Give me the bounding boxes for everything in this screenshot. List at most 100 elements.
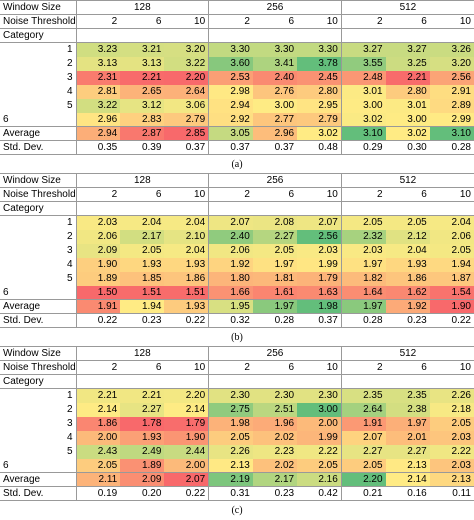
value-cell: 2.26	[429, 388, 474, 403]
empty-cell	[385, 201, 430, 216]
empty-cell	[385, 374, 430, 389]
value-cell: 1.92	[208, 257, 253, 272]
value-cell: 1.80	[208, 271, 253, 286]
value-cell: 2.80	[385, 84, 430, 99]
row-label: Std. Dev.	[0, 140, 76, 155]
data-row: 5 2.43 2.49 2.44 2.26 2.23 2.22 2.27 2.27 2.22	[0, 444, 474, 459]
value-cell: 2.30	[252, 388, 298, 403]
empty-cell	[75, 201, 121, 216]
header-label: Noise Threshold	[0, 360, 76, 375]
header-row: Window Size 128 256 512	[0, 0, 474, 15]
value-cell: 1.98	[297, 299, 342, 314]
value-cell: 2.16	[297, 472, 342, 487]
value-cell: 3.26	[429, 42, 474, 57]
value-cell: 2.07	[340, 430, 386, 445]
value-cell: 2.32	[340, 229, 386, 244]
value-cell: 1.89	[120, 458, 165, 473]
caption: (b)	[231, 332, 243, 343]
data-row: 2 3.13 3.13 3.22 3.60 3.41 3.78 3.55 3.25 3.20	[0, 56, 474, 71]
value-cell: 1.93	[120, 430, 165, 445]
data-row: 4 2.81 2.65 2.64 2.98 2.76 2.80 3.01 2.80 2.91	[0, 84, 474, 99]
value-cell: 1.86	[75, 416, 121, 431]
value-cell: 2.13	[429, 472, 474, 487]
row-label: 3	[66, 72, 73, 83]
row-label: Average	[0, 299, 76, 314]
value-cell: 1.97	[385, 416, 430, 431]
empty-cell	[340, 374, 386, 389]
value-cell: 0.32	[208, 313, 253, 328]
header-row: Window Size 128 256 512	[0, 346, 474, 361]
value-cell: 2.17	[120, 229, 165, 244]
value-cell: 2.96	[75, 112, 121, 127]
threshold: 10	[164, 360, 209, 375]
value-cell: 3.12	[120, 98, 165, 113]
row-label: 6	[0, 458, 76, 473]
value-cell: 2.35	[385, 388, 430, 403]
value-cell: 1.85	[120, 271, 165, 286]
value-cell: 1.90	[429, 299, 474, 314]
value-cell: 2.02	[252, 430, 298, 445]
value-cell: 1.81	[252, 271, 298, 286]
value-cell: 3.60	[208, 56, 253, 71]
value-cell: 0.31	[208, 486, 253, 501]
threshold: 10	[164, 187, 209, 202]
data-row: 5 1.89 1.85 1.86 1.80 1.81 1.79 1.82 1.86 1.87	[0, 271, 474, 286]
data-row: Std. Dev. 0.19 0.20 0.22 0.31 0.23 0.42 0.21 0.1…	[0, 486, 474, 501]
value-cell: 2.05	[75, 458, 121, 473]
value-cell: 2.92	[208, 112, 253, 127]
value-cell: 1.86	[385, 271, 430, 286]
empty-cell	[164, 201, 209, 216]
value-cell: 2.40	[208, 229, 253, 244]
row-label: 5	[66, 446, 73, 457]
value-cell: 2.48	[340, 70, 386, 85]
value-cell: 3.13	[120, 56, 165, 71]
header-label: Noise Threshold	[0, 14, 76, 29]
data-row: Average 2.94 2.87 2.85 3.05 2.96 3.02 3.10 3.02 3…	[0, 126, 474, 141]
row-label: 1	[66, 44, 73, 56]
value-cell: 2.27	[252, 229, 298, 244]
data-row: 3 1.86 1.78 1.79 1.98 1.96 2.00 1.91 1.97 2.05	[0, 416, 474, 431]
threshold: 6	[385, 187, 430, 202]
value-cell: 3.01	[385, 98, 430, 113]
value-cell: 1.93	[164, 299, 209, 314]
value-cell: 2.75	[208, 402, 253, 417]
value-cell: 3.30	[297, 42, 342, 57]
value-cell: 2.05	[429, 243, 474, 258]
data-table: Window Size 128 256 512 Noise Threshold 2 6 10 2…	[0, 0, 474, 155]
value-cell: 0.28	[340, 313, 386, 328]
empty-cell	[429, 374, 474, 389]
value-cell: 2.27	[340, 444, 386, 459]
value-cell: 2.11	[75, 472, 121, 487]
value-cell: 0.21	[340, 486, 386, 501]
value-cell: 3.00	[297, 402, 342, 417]
header-label: Noise Threshold	[0, 187, 76, 202]
value-cell: 3.55	[340, 56, 386, 71]
value-cell: 3.21	[120, 42, 165, 57]
value-cell: 3.00	[340, 98, 386, 113]
threshold: 6	[252, 14, 298, 29]
value-cell: 1.94	[120, 299, 165, 314]
value-cell: 1.87	[429, 271, 474, 286]
value-cell: 0.11	[429, 486, 474, 501]
value-cell: 0.22	[75, 313, 121, 328]
empty-cell	[429, 28, 474, 43]
window-size: 256	[208, 173, 342, 188]
empty-cell	[297, 28, 342, 43]
value-cell: 2.17	[252, 472, 298, 487]
value-cell: 3.10	[429, 126, 474, 141]
value-cell: 1.79	[164, 416, 209, 431]
data-row: 1 2.21 2.21 2.20 2.30 2.30 2.30 2.35 2.35 2.26	[0, 388, 474, 403]
value-cell: 2.89	[429, 98, 474, 113]
value-cell: 1.92	[385, 299, 430, 314]
value-cell: 2.94	[208, 98, 253, 113]
data-row: 2 2.06 2.17 2.10 2.40 2.27 2.56 2.32 2.12 2.06	[0, 229, 474, 244]
row-label: 6	[0, 285, 76, 300]
category-label: Category	[0, 28, 76, 43]
value-cell: 2.07	[297, 215, 342, 230]
value-cell: 1.99	[297, 257, 342, 272]
value-cell: 2.07	[164, 472, 209, 487]
threshold: 2	[340, 14, 386, 29]
data-row: 6 1.50 1.51 1.51 1.66 1.61 1.63 1.64 1.62 1.54	[0, 285, 474, 300]
header-label: Window Size	[0, 173, 76, 188]
row-label: 2	[66, 404, 73, 415]
